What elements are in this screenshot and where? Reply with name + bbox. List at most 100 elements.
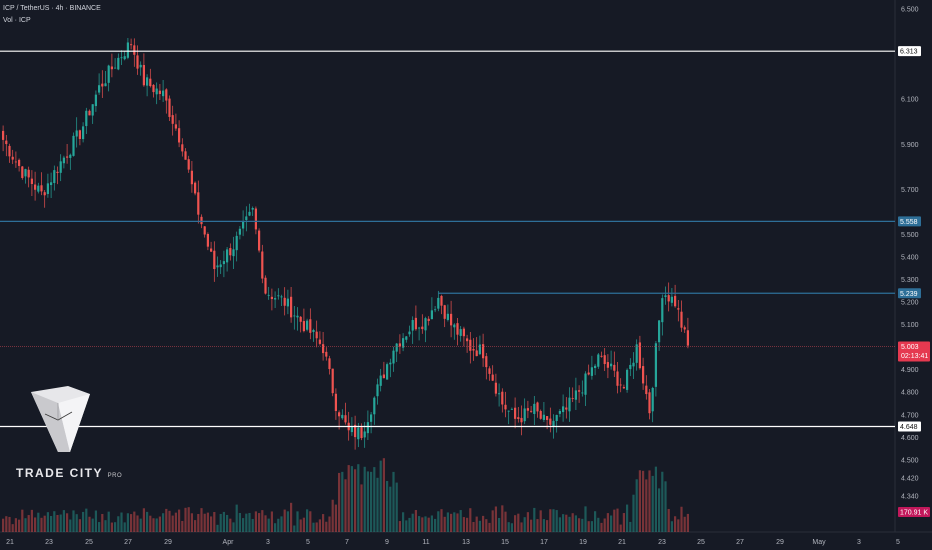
volume-bar bbox=[43, 515, 46, 532]
candle-body bbox=[462, 328, 465, 337]
candle-body bbox=[430, 310, 433, 320]
volume-bar bbox=[373, 467, 376, 532]
volume-bar bbox=[664, 481, 667, 532]
volume-bar bbox=[222, 511, 225, 532]
candle-body bbox=[338, 412, 341, 417]
x-tick-label: 27 bbox=[736, 539, 744, 546]
volume-tag-label: 170.91 K bbox=[900, 510, 928, 517]
candle-body bbox=[69, 154, 72, 158]
candle-body bbox=[523, 408, 526, 422]
candle-body bbox=[677, 308, 680, 310]
x-tick-label: 7 bbox=[345, 539, 349, 546]
volume-bar bbox=[485, 519, 488, 532]
y-tick-label: 4.420 bbox=[901, 475, 919, 482]
candle-body bbox=[427, 318, 430, 321]
volume-bar bbox=[578, 518, 581, 532]
candle-body bbox=[437, 297, 440, 309]
volume-bar bbox=[190, 513, 193, 532]
volume-bar bbox=[229, 518, 232, 532]
level-tag-label: 6.313 bbox=[900, 49, 918, 56]
candle-body bbox=[146, 77, 149, 86]
volume-bar bbox=[533, 507, 536, 532]
volume-bar bbox=[165, 508, 168, 532]
volume-bar bbox=[638, 470, 641, 532]
candle-body bbox=[616, 371, 619, 386]
volume-bar bbox=[392, 471, 395, 532]
volume-bar bbox=[78, 519, 81, 532]
x-tick-label: 19 bbox=[579, 539, 587, 546]
x-tick-label: 13 bbox=[462, 539, 470, 546]
candle-body bbox=[386, 364, 389, 380]
volume-bar bbox=[421, 517, 424, 532]
volume-bar bbox=[450, 513, 453, 532]
candle-body bbox=[91, 104, 94, 116]
volume-bar bbox=[568, 516, 571, 532]
volume-bar bbox=[536, 519, 539, 532]
volume-bar bbox=[293, 525, 296, 532]
candle-body bbox=[443, 305, 446, 319]
candle-body bbox=[318, 339, 321, 344]
volume-bar bbox=[62, 510, 65, 532]
candle-body bbox=[667, 295, 670, 302]
volume-bar bbox=[632, 494, 635, 532]
candle-body bbox=[674, 295, 677, 307]
volume-bar bbox=[8, 516, 11, 532]
candle-body bbox=[421, 326, 424, 330]
volume-bar bbox=[488, 522, 491, 532]
candle-body bbox=[661, 298, 664, 323]
candle-body bbox=[446, 313, 449, 320]
candle-body bbox=[584, 373, 587, 395]
candle-body bbox=[578, 390, 581, 392]
volume-bar bbox=[334, 504, 337, 532]
volume-bar bbox=[594, 511, 597, 532]
candle-body bbox=[552, 420, 555, 427]
volume-bar bbox=[466, 517, 469, 532]
candle-body bbox=[203, 226, 206, 235]
candle-body bbox=[293, 315, 296, 317]
volume-bar bbox=[2, 518, 5, 532]
candle-body bbox=[648, 392, 651, 414]
volume-bar bbox=[283, 509, 286, 532]
volume-bar bbox=[5, 516, 8, 532]
y-tick-label: 4.800 bbox=[901, 390, 919, 397]
candle-body bbox=[181, 144, 184, 152]
volume-bar bbox=[597, 517, 600, 532]
y-tick-label: 6.500 bbox=[901, 7, 919, 14]
volume-bar bbox=[414, 510, 417, 532]
volume-bar bbox=[517, 513, 520, 532]
level-tag bbox=[898, 216, 921, 227]
volume-bar bbox=[424, 516, 427, 532]
candle-body bbox=[456, 323, 459, 335]
volume-bar bbox=[261, 510, 264, 532]
candle-body bbox=[642, 366, 645, 384]
candle-body bbox=[398, 343, 401, 347]
candle-body bbox=[517, 417, 520, 420]
volume-bar bbox=[453, 512, 456, 532]
candle-body bbox=[34, 184, 37, 190]
candle-body bbox=[536, 402, 539, 412]
volume-bar bbox=[344, 479, 347, 532]
volume-bar bbox=[338, 472, 341, 532]
volume-bar bbox=[232, 522, 235, 532]
volume-bar bbox=[645, 479, 648, 532]
volume-bar bbox=[443, 516, 446, 532]
x-tick-label: 23 bbox=[45, 539, 53, 546]
last-price-tag bbox=[898, 341, 930, 362]
volume-bar bbox=[302, 517, 305, 532]
volume-bar bbox=[194, 520, 197, 532]
volume-bar bbox=[24, 518, 27, 532]
candle-body bbox=[597, 354, 600, 367]
candle-body bbox=[494, 382, 497, 394]
candle-body bbox=[530, 410, 533, 412]
candle-body bbox=[59, 161, 62, 173]
candle-body bbox=[194, 182, 197, 194]
volume-bar bbox=[155, 518, 158, 532]
candle-body bbox=[213, 250, 216, 270]
volume-bar bbox=[411, 513, 414, 532]
volume-bar bbox=[91, 518, 94, 532]
candle-body bbox=[117, 57, 120, 70]
volume-bar bbox=[581, 518, 584, 532]
volume-bar bbox=[670, 521, 673, 532]
volume-bar bbox=[238, 513, 241, 532]
